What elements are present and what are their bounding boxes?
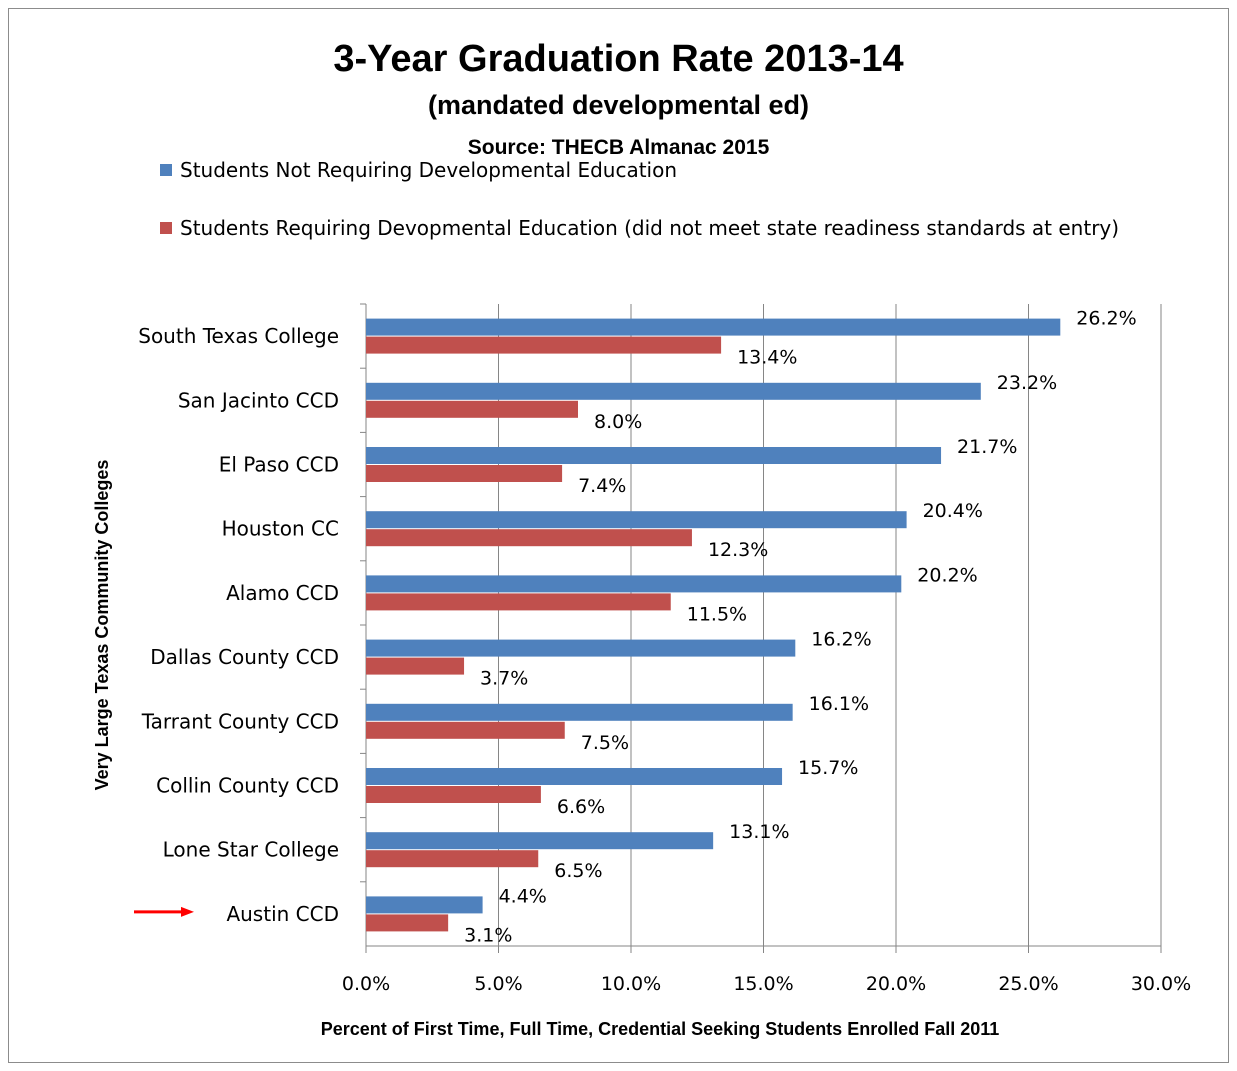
data-label: 7.4% bbox=[578, 475, 626, 497]
data-label: 16.2% bbox=[811, 629, 871, 651]
category-label: Houston CC bbox=[222, 517, 339, 541]
chart-title: 3-Year Graduation Rate 2013-14 bbox=[333, 38, 904, 80]
legend-label: Students Not Requiring Developmental Edu… bbox=[180, 158, 678, 182]
bar-not-requiring bbox=[366, 703, 793, 721]
data-label: 11.5% bbox=[687, 603, 747, 625]
category-label: San Jacinto CCD bbox=[178, 388, 339, 412]
legend-entry-requiring: Students Requiring Devopmental Education… bbox=[160, 213, 1120, 243]
bar-requiring bbox=[366, 914, 449, 932]
data-label: 26.2% bbox=[1076, 308, 1136, 330]
bar-requiring bbox=[366, 400, 578, 418]
x-tick-label: 0.0% bbox=[342, 973, 390, 995]
x-axis-title: Percent of First Time, Full Time, Creden… bbox=[321, 1019, 1000, 1039]
legend-swatch-red bbox=[160, 222, 172, 234]
legend-label: Students Requiring Devopmental Education… bbox=[180, 216, 1120, 240]
bar-requiring bbox=[366, 529, 692, 547]
data-label: 13.1% bbox=[729, 821, 789, 843]
bar-not-requiring bbox=[366, 768, 783, 785]
data-label: 7.5% bbox=[581, 732, 629, 754]
x-tick-label: 30.0% bbox=[1131, 973, 1191, 995]
data-label: 20.2% bbox=[917, 564, 977, 586]
category-label: Dallas County CCD bbox=[150, 645, 339, 669]
bar-not-requiring bbox=[366, 318, 1061, 336]
data-label: 6.5% bbox=[554, 860, 602, 882]
legend-swatch-blue bbox=[160, 164, 172, 176]
bar-not-requiring bbox=[366, 639, 796, 657]
bar-requiring bbox=[366, 465, 563, 482]
x-tick-label: 5.0% bbox=[474, 973, 522, 995]
bar-not-requiring bbox=[366, 447, 942, 464]
category-label: Lone Star College bbox=[163, 838, 339, 862]
category-label: El Paso CCD bbox=[219, 453, 339, 477]
bar-requiring bbox=[366, 657, 465, 675]
bar-requiring bbox=[366, 593, 671, 611]
arrow-head-icon bbox=[181, 906, 194, 917]
bar-requiring bbox=[366, 721, 565, 739]
x-tick-label: 20.0% bbox=[866, 973, 926, 995]
x-tick-label: 25.0% bbox=[998, 973, 1058, 995]
category-label: South Texas College bbox=[138, 324, 339, 348]
bar-not-requiring bbox=[366, 896, 483, 914]
category-label: Austin CCD bbox=[226, 902, 339, 926]
data-label: 3.1% bbox=[464, 924, 512, 946]
data-label: 21.7% bbox=[957, 436, 1017, 458]
bar-requiring bbox=[366, 786, 541, 803]
data-label: 20.4% bbox=[923, 500, 983, 522]
x-tick-label: 15.0% bbox=[733, 973, 793, 995]
data-label: 6.6% bbox=[557, 796, 605, 818]
chart-source: Source: THECB Almanac 2015 bbox=[467, 136, 770, 159]
bar-requiring bbox=[366, 850, 539, 868]
x-tick-label: 10.0% bbox=[601, 973, 661, 995]
data-label: 4.4% bbox=[499, 885, 547, 907]
data-label: 23.2% bbox=[997, 372, 1057, 394]
bar-not-requiring bbox=[366, 832, 714, 850]
bar-not-requiring bbox=[366, 575, 902, 593]
chart-subtitle: (mandated developmental ed) bbox=[427, 90, 810, 120]
data-label: 16.1% bbox=[809, 693, 869, 715]
data-label: 13.4% bbox=[737, 347, 797, 369]
category-label: Collin County CCD bbox=[156, 774, 339, 798]
category-label: Alamo CCD bbox=[226, 581, 339, 605]
data-label: 3.7% bbox=[480, 668, 528, 690]
category-label: Tarrant County CCD bbox=[141, 709, 339, 733]
bar-requiring bbox=[366, 336, 722, 354]
y-axis-title: Very Large Texas Community Colleges bbox=[92, 460, 112, 791]
data-label: 12.3% bbox=[708, 539, 768, 561]
legend-entry-not-requiring: Students Not Requiring Developmental Edu… bbox=[160, 155, 677, 185]
bar-not-requiring bbox=[366, 511, 907, 529]
data-label: 8.0% bbox=[594, 411, 642, 433]
data-label: 15.7% bbox=[798, 757, 858, 779]
bar-not-requiring bbox=[366, 382, 981, 400]
